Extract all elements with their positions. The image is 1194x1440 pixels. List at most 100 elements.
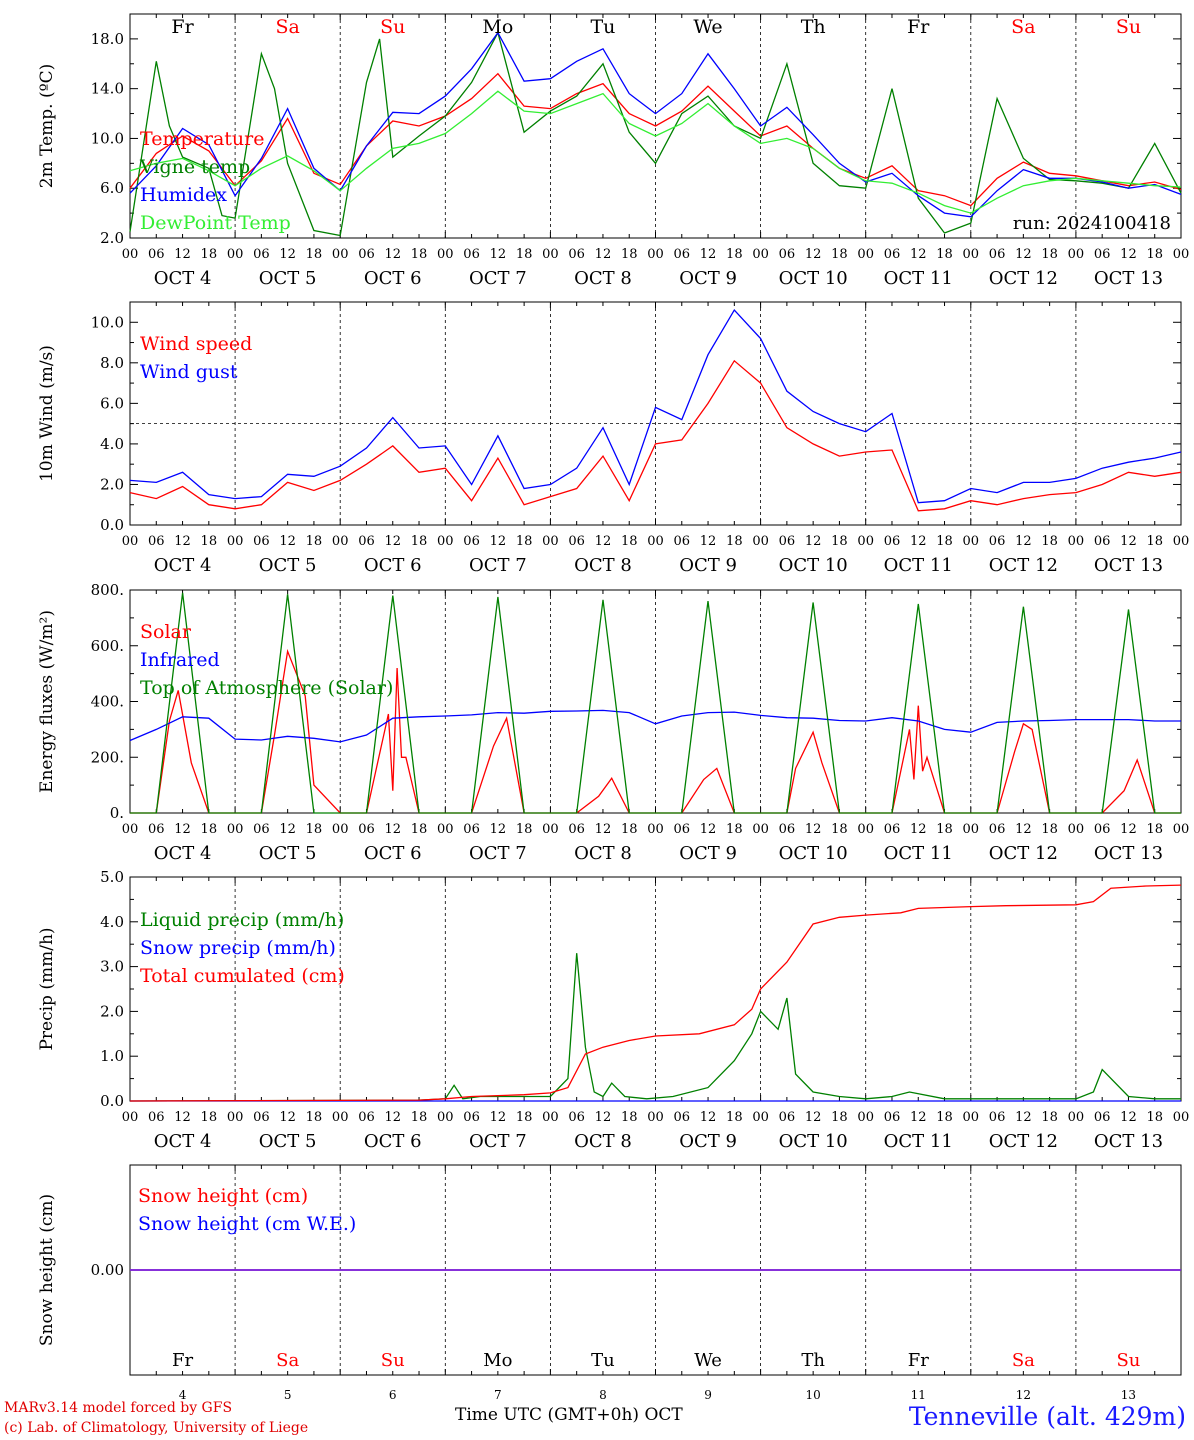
hour-tick-label: 18 — [306, 247, 323, 262]
panel-frame — [129, 301, 1182, 526]
hour-tick-label: 18 — [1146, 822, 1163, 837]
date-label: OCT 4 — [154, 1131, 212, 1152]
hour-tick-label: 12 — [1015, 534, 1032, 549]
legend-entry: Wind gust — [140, 361, 238, 383]
date-label: OCT 9 — [679, 843, 737, 864]
date-label: OCT 10 — [779, 1131, 848, 1152]
hour-tick-label: 12 — [384, 534, 401, 549]
hour-tick-label: 06 — [253, 1110, 270, 1125]
time-axis-label: Time UTC (GMT+0h) OCT — [455, 1405, 683, 1425]
day-number: 4 — [179, 1388, 187, 1402]
hour-tick-label: 06 — [1094, 822, 1111, 837]
hour-tick-label: 18 — [621, 247, 638, 262]
hour-tick-label: 06 — [674, 247, 691, 262]
hour-tick-label: 18 — [831, 534, 848, 549]
legend-entry: Vigne temp — [139, 156, 250, 178]
hour-tick-label: 18 — [411, 247, 428, 262]
hour-tick-label: 18 — [411, 822, 428, 837]
y-tick-label: 200. — [91, 748, 124, 766]
date-label: OCT 10 — [779, 268, 848, 289]
date-label: OCT 6 — [364, 268, 422, 289]
hour-tick-label: 06 — [358, 534, 375, 549]
day-number: 6 — [389, 1388, 397, 1402]
day-name-bottom: Mo — [483, 1350, 512, 1371]
y-axis-label: Snow height (cm) — [37, 1194, 57, 1346]
date-label: OCT 4 — [154, 555, 212, 576]
hour-tick-label: 12 — [1015, 247, 1032, 262]
day-name-bottom: Su — [1116, 1350, 1140, 1371]
hour-tick-label: 00 — [122, 822, 139, 837]
hour-tick-label: 12 — [384, 822, 401, 837]
hour-tick-label: 18 — [516, 1110, 533, 1125]
hour-tick-label: 00 — [752, 247, 769, 262]
day-number: 10 — [806, 1388, 821, 1402]
day-name-top: We — [693, 16, 722, 38]
hour-tick-label: 12 — [1120, 822, 1137, 837]
hour-tick-label: 06 — [884, 822, 901, 837]
hour-tick-label: 00 — [542, 822, 559, 837]
hour-tick-label: 12 — [279, 247, 296, 262]
series-line — [129, 709, 1181, 743]
hour-tick-label: 12 — [1120, 1110, 1137, 1125]
y-tick-label: 18.0 — [91, 30, 124, 48]
panel-frame — [129, 589, 1182, 814]
hour-tick-label: 12 — [910, 247, 927, 262]
series-line — [129, 309, 1182, 504]
day-name-top: Mo — [482, 16, 513, 38]
hour-tick-label: 18 — [936, 1110, 953, 1125]
day-number: 5 — [284, 1388, 292, 1402]
hour-tick-label: 06 — [253, 247, 270, 262]
series-line — [129, 72, 1182, 207]
date-label: OCT 13 — [1094, 843, 1163, 864]
hour-tick-label: 06 — [358, 1110, 375, 1125]
date-label: OCT 9 — [679, 555, 737, 576]
legend-entry: Infrared — [140, 649, 220, 671]
y-tick-label: 3.0 — [100, 958, 124, 976]
hour-tick-label: 18 — [201, 822, 218, 837]
date-label: OCT 8 — [574, 555, 632, 576]
hour-tick-label: 06 — [148, 822, 165, 837]
hour-tick-label: 00 — [752, 822, 769, 837]
hour-tick-label: 18 — [726, 822, 743, 837]
hour-tick-label: 06 — [463, 534, 480, 549]
date-label: OCT 13 — [1094, 268, 1163, 289]
series-line — [129, 30, 1182, 237]
hour-tick-label: 06 — [148, 247, 165, 262]
date-label: OCT 11 — [884, 843, 953, 864]
date-label: OCT 8 — [574, 268, 632, 289]
day-name-bottom: Sa — [276, 1350, 299, 1371]
hour-tick-label: 12 — [279, 1110, 296, 1125]
y-tick-label: 0.0 — [100, 516, 124, 534]
hour-tick-label: 18 — [1146, 247, 1163, 262]
day-name-top: Su — [380, 16, 405, 38]
date-label: OCT 8 — [574, 1131, 632, 1152]
hour-tick-label: 06 — [253, 822, 270, 837]
hour-tick-label: 06 — [463, 247, 480, 262]
day-number: 13 — [1121, 1388, 1136, 1402]
date-label: OCT 13 — [1094, 1131, 1163, 1152]
hour-tick-label: 00 — [647, 1110, 664, 1125]
hour-tick-label: 18 — [516, 822, 533, 837]
hour-tick-label: 18 — [726, 247, 743, 262]
hour-tick-label: 18 — [516, 534, 533, 549]
date-label: OCT 9 — [679, 1131, 737, 1152]
y-tick-label: 0. — [110, 804, 124, 822]
hour-tick-label: 00 — [437, 247, 454, 262]
hour-tick-label: 18 — [831, 822, 848, 837]
legend-entry: Solar — [140, 621, 192, 643]
y-tick-label: 5.0 — [100, 868, 124, 886]
series-line — [129, 953, 1181, 1102]
hour-tick-label: 06 — [989, 822, 1006, 837]
day-number: 8 — [599, 1388, 607, 1402]
hour-tick-label: 18 — [201, 534, 218, 549]
hour-tick-label: 06 — [674, 822, 691, 837]
hour-tick-label: 06 — [1094, 1110, 1111, 1125]
hour-tick-label: 18 — [726, 534, 743, 549]
hour-tick-label: 12 — [910, 534, 927, 549]
y-tick-label: 0.00 — [91, 1261, 124, 1279]
date-label: OCT 5 — [259, 268, 317, 289]
hour-tick-label: 12 — [1120, 247, 1137, 262]
hour-tick-label: 06 — [463, 1110, 480, 1125]
y-tick-label: 2.0 — [100, 1002, 124, 1020]
